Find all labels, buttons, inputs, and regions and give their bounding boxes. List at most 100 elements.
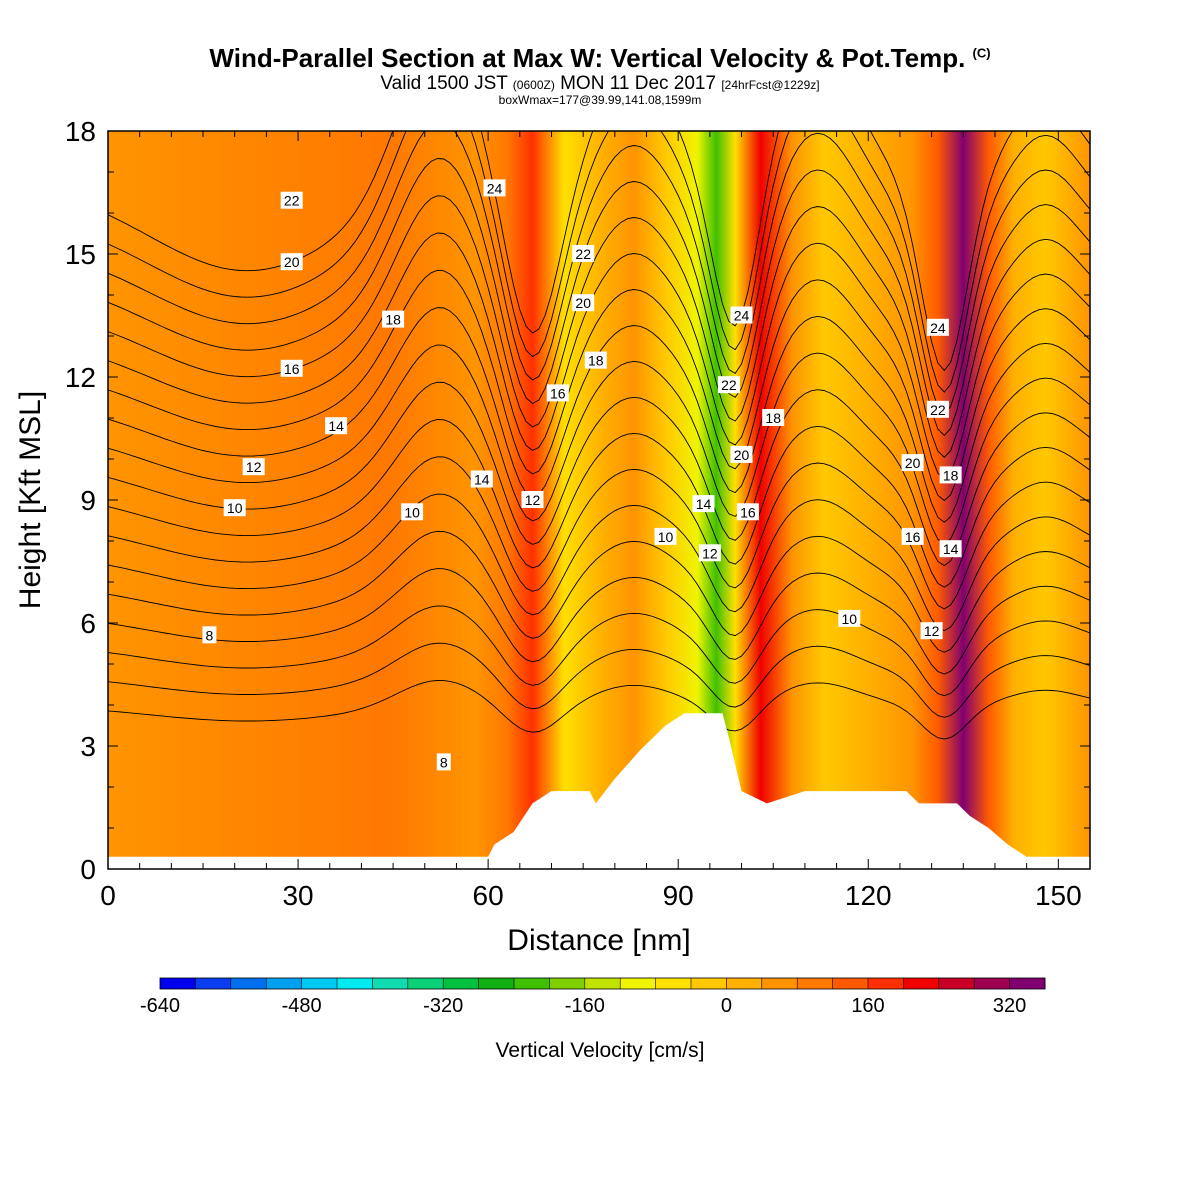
copyright-mark: (C) [972,45,991,61]
contour-label: 20 [572,294,595,312]
theta-contour-line [108,568,1090,675]
contour-label-box [736,503,759,521]
colorbar-swatch [266,978,303,989]
contour-label: 24 [730,306,753,324]
contour-label-text: 22 [284,193,300,209]
colorbar-tick-label: 0 [721,995,732,1017]
contour-label: 24 [926,318,949,336]
contour-label-text: 14 [328,418,344,434]
contour-label-box [483,179,506,197]
contour-label-text: 12 [924,623,940,639]
contour-label-box [521,491,544,508]
contour-label-text: 16 [284,361,300,377]
contour-label: 22 [280,191,303,209]
contour-label-box [280,253,303,271]
contour-label: 16 [546,384,569,402]
contour-label-text: 10 [658,529,674,545]
contour-label-text: 16 [740,504,756,520]
contour-label: 22 [926,400,949,418]
contour-label-text: 16 [550,385,566,401]
terrain-mask [108,713,1090,869]
contour-label: 22 [572,245,595,262]
contour-label-box [717,376,740,394]
colorbar-swatch [195,978,232,989]
contour-label: 14 [325,417,348,435]
theta-contour-line [108,344,1090,545]
colorbar-swatch [337,978,373,989]
colorbar-swatch [691,978,727,989]
contour-label-text: 24 [487,180,503,196]
y-tick-label: 18 [65,116,96,147]
forecast-info: [24hrFcst@1229z] [721,78,820,92]
contour-label-text: 14 [474,472,490,488]
chart-title-text: Wind-Parallel Section at Max W: Vertical… [209,43,966,73]
contour-label-text: 22 [930,402,946,418]
vertical-velocity-field [108,131,1090,869]
contour-label-text: 12 [525,492,541,508]
contour-label-box [838,609,861,627]
contour-label: 10 [401,503,424,521]
theta-contour-line [108,605,1090,697]
theta-contour-line [108,158,1090,437]
contour-label: 14 [470,470,493,488]
colorbar-swatch [514,978,550,989]
colorbar-swatch [868,978,904,989]
y-tick-label: 9 [80,485,96,516]
contour-label-text: 14 [943,541,959,557]
colorbar-swatch [478,978,515,989]
colorbar-title: Vertical Velocity [cm/s] [496,1039,705,1062]
y-axis-title: Height [Kft MSL] [14,391,47,609]
contour-label-box [939,466,962,484]
x-tick-label: 120 [845,880,892,911]
contour-label-text: 10 [227,500,243,516]
theta-contour-line [108,131,1090,372]
colorbar-swatch [160,978,196,989]
contour-label: 10 [223,499,246,517]
contour-label: 22 [717,376,740,394]
contour-label: 20 [901,454,924,472]
colorbar-tick-label: 160 [851,995,884,1017]
contour-label-text: 12 [246,459,262,475]
contour-label: 14 [939,540,962,558]
contour-label: 16 [736,503,759,521]
contour-label-text: 8 [440,754,448,770]
contour-label: 24 [483,179,506,197]
colorbar-swatch [549,978,586,989]
y-tick-label: 3 [80,731,96,762]
contour-label-text: 20 [905,455,921,471]
colorbar-swatch [761,978,798,989]
contour-label-text: 14 [696,496,712,512]
x-tick-label: 90 [663,880,694,911]
x-tick-label: 150 [1035,880,1082,911]
contour-label-box [939,540,962,558]
contour-label-box [762,409,785,426]
contour-label-text: 22 [575,246,591,262]
contour-label-box [692,495,715,513]
theta-contour-line [108,456,1090,610]
contour-label-box [572,245,595,262]
contour-label-text: 20 [575,295,591,311]
colorbar-tick-label: 320 [993,995,1026,1017]
valid-time: Valid 1500 JST (0600Z) MON 11 Dec 2017 [… [0,73,1200,95]
colorbar-tick-label: -160 [565,995,605,1017]
contour-label-box [584,351,607,369]
chart-title: Wind-Parallel Section at Max W: Vertical… [0,43,1200,74]
valid-time-local: Valid 1500 JST [380,73,508,94]
colorbar-swatch [974,978,1011,989]
contour-label-box [202,626,217,644]
x-tick-label: 60 [473,880,504,911]
contour-label-box [698,544,721,562]
colorbar-swatch [407,978,444,989]
contour-label: 18 [939,466,962,484]
contour-label-box [280,359,303,377]
box-w-max-info: boxWmax=177@39.99,141.08,1599m [498,93,702,107]
colorbar-swatch [1009,978,1046,989]
contour-label: 12 [698,544,721,562]
contour-label-box [242,458,265,476]
contour-label-text: 18 [765,410,781,426]
contour-label-box [730,306,753,324]
colorbar-swatch [230,978,267,989]
colorbar-frame [159,977,1046,990]
colorbar-swatch [620,978,657,989]
contour-label-text: 24 [734,308,750,324]
